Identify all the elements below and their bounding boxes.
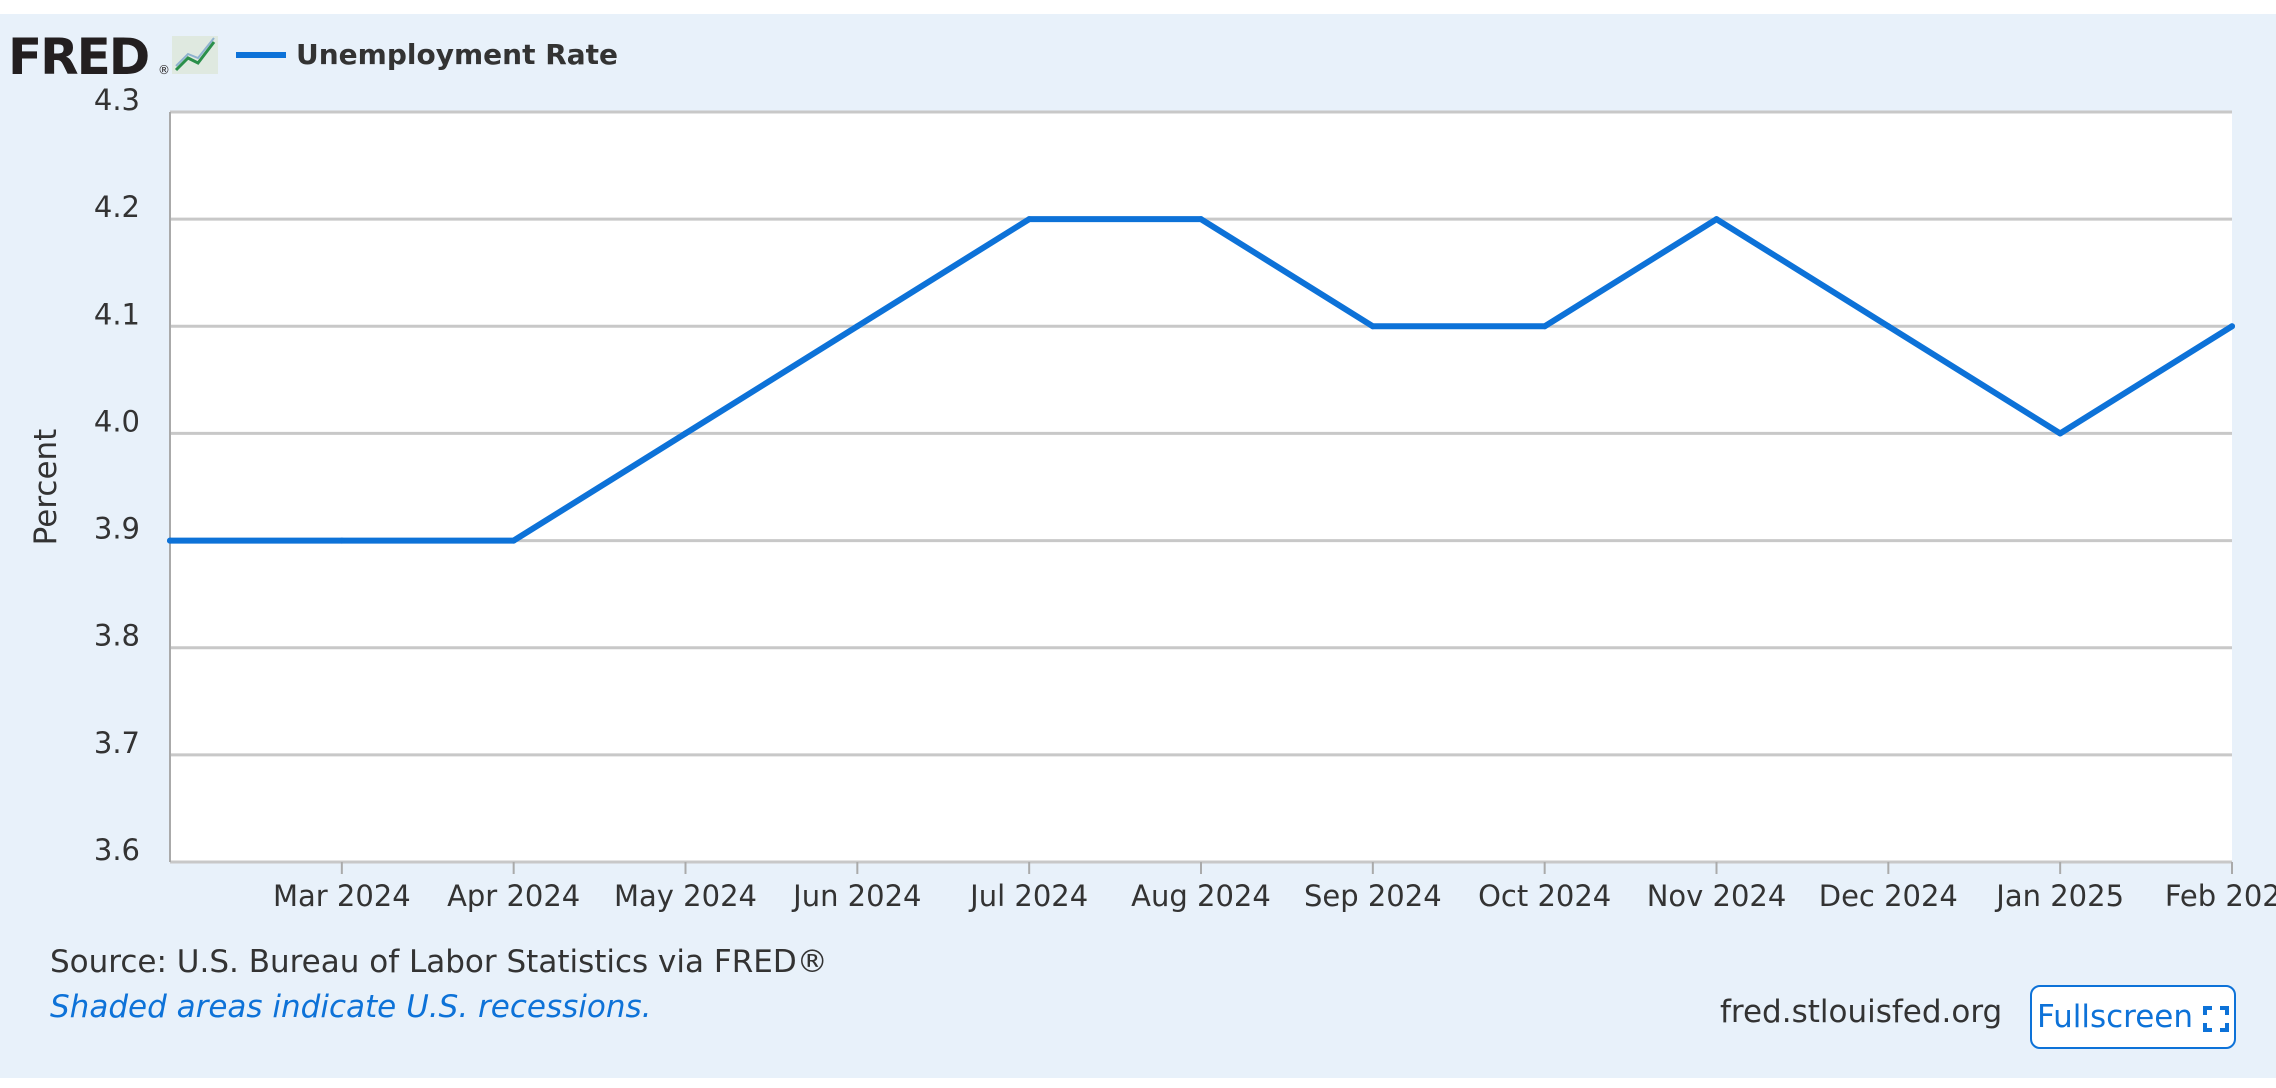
x-tick-label: Mar 2024 [273, 879, 411, 913]
data-point[interactable] [1885, 323, 1892, 330]
x-tick-label: Nov 2024 [1647, 879, 1787, 913]
series-group [167, 216, 2235, 544]
x-tick-label: Jul 2024 [968, 879, 1088, 913]
x-tick-label: Sep 2024 [1304, 879, 1442, 913]
fullscreen-icon [2203, 1004, 2230, 1032]
trend-graph-icon [172, 36, 218, 74]
recession-note[interactable]: Shaded areas indicate U.S. recessions. [50, 989, 652, 1025]
data-point[interactable] [1026, 216, 1033, 223]
legend: Unemployment Rate [236, 38, 618, 71]
source-text: Source: U.S. Bureau of Labor Statistics … [50, 944, 828, 980]
y-tick-label: 4.1 [94, 297, 140, 331]
fred-logo-text: FRED [8, 28, 148, 86]
y-tick-label: 4.3 [94, 83, 140, 117]
y-axis-ticks: 3.6 3.7 3.8 3.9 4.0 4.1 4.2 4.3 [94, 83, 140, 867]
data-point[interactable] [1713, 216, 1720, 223]
data-point[interactable] [1541, 323, 1548, 330]
y-tick-label: 3.6 [94, 833, 140, 867]
y-axis-label: Percent [28, 429, 64, 546]
legend-label: Unemployment Rate [296, 38, 618, 71]
data-point[interactable] [338, 537, 345, 544]
data-point[interactable] [2057, 430, 2064, 437]
x-tick-label: Dec 2024 [1819, 879, 1958, 913]
data-point[interactable] [1198, 216, 1204, 223]
x-axis-ticks: Mar 2024 Apr 2024 May 2024 Jun 2024 Jul 2024… [273, 862, 2276, 913]
plot-area [170, 112, 2232, 862]
y-tick-label: 3.8 [94, 619, 140, 653]
data-point[interactable] [854, 323, 861, 330]
data-point[interactable] [2229, 323, 2235, 330]
fullscreen-button[interactable]: Fullscreen [2030, 985, 2236, 1049]
y-tick-label: 3.9 [94, 512, 140, 546]
x-tick-label: Oct 2024 [1478, 879, 1611, 913]
x-tick-label: Jan 2025 [1994, 879, 2124, 913]
fullscreen-label: Fullscreen [2036, 999, 2194, 1035]
x-tick-label: Apr 2024 [447, 879, 580, 913]
y-tick-label: 3.7 [94, 726, 140, 760]
site-link[interactable]: fred.stlouisfed.org [1720, 994, 2002, 1030]
x-tick-label: Aug 2024 [1131, 879, 1271, 913]
x-tick-label: Feb 2025 [2165, 879, 2276, 913]
fred-logo-registered: ® [158, 63, 170, 77]
data-point[interactable] [510, 537, 517, 544]
fred-logo: FRED ® [8, 28, 218, 86]
x-tick-label: May 2024 [614, 879, 757, 913]
data-point[interactable] [682, 430, 689, 437]
data-point[interactable] [167, 537, 173, 544]
y-tick-label: 4.2 [94, 190, 140, 224]
data-point[interactable] [1369, 323, 1376, 330]
y-tick-label: 4.0 [94, 404, 140, 438]
x-tick-label: Jun 2024 [791, 879, 921, 913]
